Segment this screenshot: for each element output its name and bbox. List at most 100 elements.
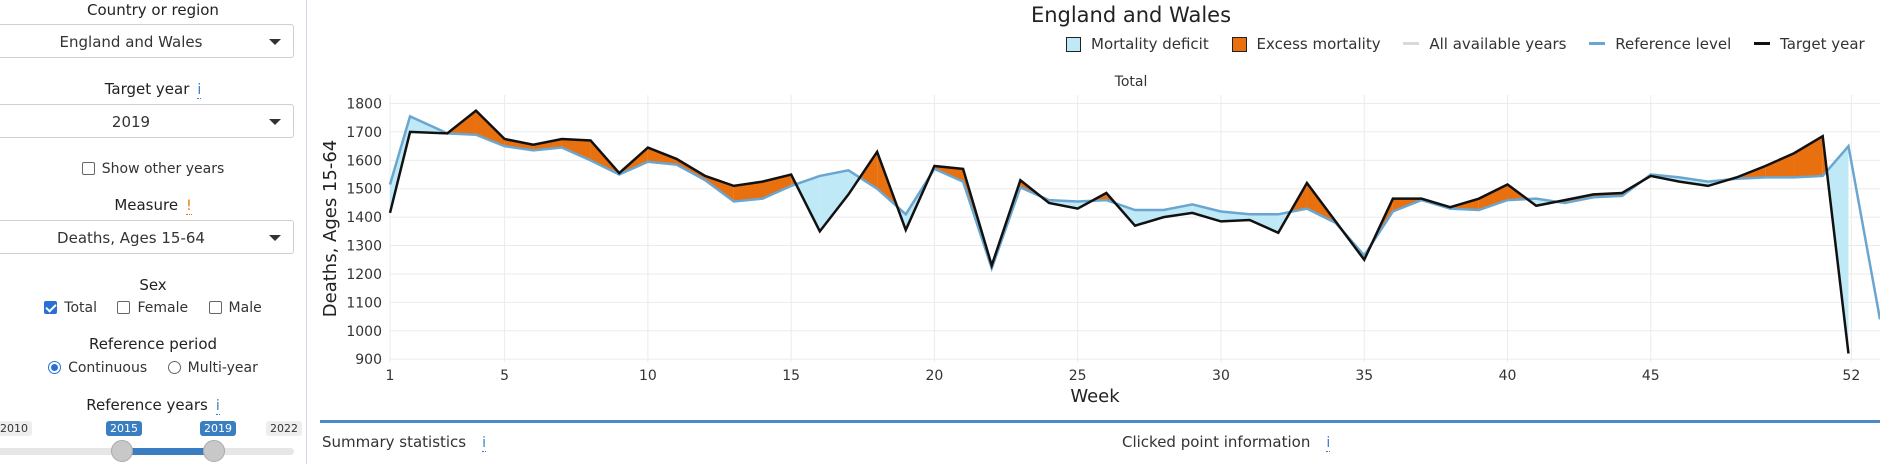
y-tick-label: 1000 — [346, 324, 382, 340]
sex-female-label: Female — [137, 300, 189, 316]
slider-from-handle[interactable] — [111, 440, 133, 462]
x-tick-label: 5 — [500, 368, 509, 384]
legend-all-available-years[interactable]: All available years — [1403, 35, 1567, 53]
mortality-chart[interactable]: England and Wales Total 900 1000 1100 1200 1… — [306, 0, 1880, 430]
deficit-area — [1077, 200, 1093, 209]
y-axis-label: Deaths, Ages 15-64 — [320, 140, 341, 317]
reference-period-continuous[interactable]: Continuous — [48, 360, 147, 376]
sex-male-checkbox[interactable] — [208, 301, 222, 314]
legend-line — [1589, 41, 1606, 45]
x-tick-label: 30 — [1212, 368, 1230, 384]
chart-legend: Mortality deficit Excess mortality All a… — [1066, 34, 1880, 53]
y-tick-label: 1800 — [346, 97, 382, 113]
slider-to-handle[interactable] — [203, 440, 225, 462]
summary-statistics-label: Summary statistics — [322, 433, 467, 451]
target-year-select[interactable]: 2019 — [0, 104, 294, 138]
info-icon[interactable]: i — [482, 435, 487, 452]
country-label: Country or region — [87, 1, 219, 19]
sex-option-male[interactable]: Male — [208, 300, 262, 316]
sex-label: Sex — [139, 276, 167, 294]
show-other-years-checkbox[interactable] — [81, 162, 95, 175]
target-year-label-row: Target year i — [0, 80, 306, 99]
y-tick-label: 1700 — [346, 125, 382, 141]
legend-line — [1754, 41, 1771, 45]
continuous-radio[interactable] — [48, 361, 62, 374]
legend-target-year[interactable]: Target year — [1754, 35, 1865, 53]
legend-mortality-deficit[interactable]: Mortality deficit — [1066, 35, 1209, 53]
x-tick-label: 25 — [1069, 368, 1087, 384]
chart-subtitle: Total — [1114, 74, 1148, 90]
deficit-area — [1192, 204, 1221, 222]
reference-period-multi-year[interactable]: Multi-year — [167, 360, 258, 376]
clicked-point-label: Clicked point information — [1122, 433, 1311, 451]
measure-select-value: Deaths, Ages 15-64 — [57, 229, 205, 247]
excess-area — [561, 139, 591, 161]
legend-swatch — [1066, 36, 1081, 52]
chevron-down-icon — [269, 119, 281, 125]
y-tick-label: 1200 — [346, 267, 382, 283]
legend-line — [1403, 41, 1420, 45]
y-tick-label: 1400 — [346, 210, 382, 226]
warning-icon[interactable]: ! — [186, 198, 192, 215]
x-tick-label: 10 — [639, 368, 657, 384]
x-tick-label: 20 — [926, 368, 944, 384]
info-icon[interactable]: i — [215, 398, 220, 415]
x-tick-label: 15 — [782, 368, 800, 384]
y-tick-label: 1600 — [346, 153, 382, 169]
sidebar: Country or region England and Wales Targ… — [0, 0, 307, 464]
legend-excess-mortality[interactable]: Excess mortality — [1231, 34, 1381, 53]
bottom-panel: Summary statistics i Clicked point inform… — [320, 420, 1880, 467]
country-select-value: England and Wales — [59, 33, 203, 51]
chevron-down-icon — [269, 235, 281, 241]
x-axis-label: Week — [1070, 386, 1120, 407]
sex-male-label: Male — [228, 300, 262, 316]
multi-year-radio[interactable] — [167, 361, 181, 374]
multi-year-label: Multi-year — [187, 360, 258, 376]
sex-total-checkbox[interactable] — [44, 301, 58, 314]
reference-period-label: Reference period — [88, 335, 218, 353]
legend-label: Excess mortality — [1256, 34, 1381, 53]
country-select[interactable]: England and Wales — [0, 24, 294, 58]
slider-from-label: 2015 — [106, 421, 142, 436]
measure-label-row: Measure! — [0, 196, 306, 215]
excess-area — [647, 147, 677, 165]
target-year-label: Target year — [104, 80, 190, 98]
deficit-area — [1249, 214, 1279, 233]
legend-reference-level[interactable]: Reference level — [1589, 35, 1731, 53]
x-tick-label: 40 — [1499, 368, 1517, 384]
excess-area — [1478, 184, 1508, 211]
reference-years-slider-range — [122, 448, 214, 455]
sex-female-checkbox[interactable] — [117, 301, 131, 314]
clicked-point-row: Clicked point information i — [1122, 433, 1331, 452]
sex-option-total[interactable]: Total — [44, 300, 97, 316]
show-other-years-label: Show other years — [101, 161, 225, 177]
deficit-area — [1135, 210, 1164, 226]
sex-option-female[interactable]: Female — [117, 300, 188, 316]
measure-select[interactable]: Deaths, Ages 15-64 — [0, 220, 294, 254]
y-tick-label: 1300 — [346, 239, 382, 255]
sex-options: Total Female Male — [0, 300, 306, 316]
excess-area — [1794, 136, 1823, 178]
target-year-select-value: 2019 — [111, 113, 151, 131]
x-tick-label: 45 — [1642, 368, 1660, 384]
deficit-area — [1278, 211, 1291, 233]
reference-years-label: Reference years — [86, 396, 208, 414]
slider-min-label: 2010 — [0, 421, 32, 436]
excess-area — [733, 181, 763, 202]
legend-label: Target year — [1780, 34, 1865, 53]
y-tick-label: 1500 — [346, 182, 382, 198]
info-icon[interactable]: i — [1326, 435, 1331, 452]
sex-total-label: Total — [64, 300, 97, 316]
legend-label: Mortality deficit — [1091, 34, 1209, 53]
reference-period-options: Continuous Multi-year — [0, 360, 306, 376]
summary-statistics-row: Summary statistics i — [322, 433, 487, 452]
x-tick-label: 1 — [386, 368, 395, 384]
x-tick-label: 35 — [1355, 368, 1373, 384]
legend-label: Reference level — [1615, 34, 1732, 53]
info-icon[interactable]: i — [197, 82, 202, 99]
target-year-line — [388, 108, 1850, 354]
legend-swatch — [1231, 36, 1247, 52]
x-tick-label: 52 — [1842, 368, 1860, 384]
y-tick-label: 900 — [355, 352, 382, 368]
show-other-years-row[interactable]: Show other years — [0, 161, 306, 177]
